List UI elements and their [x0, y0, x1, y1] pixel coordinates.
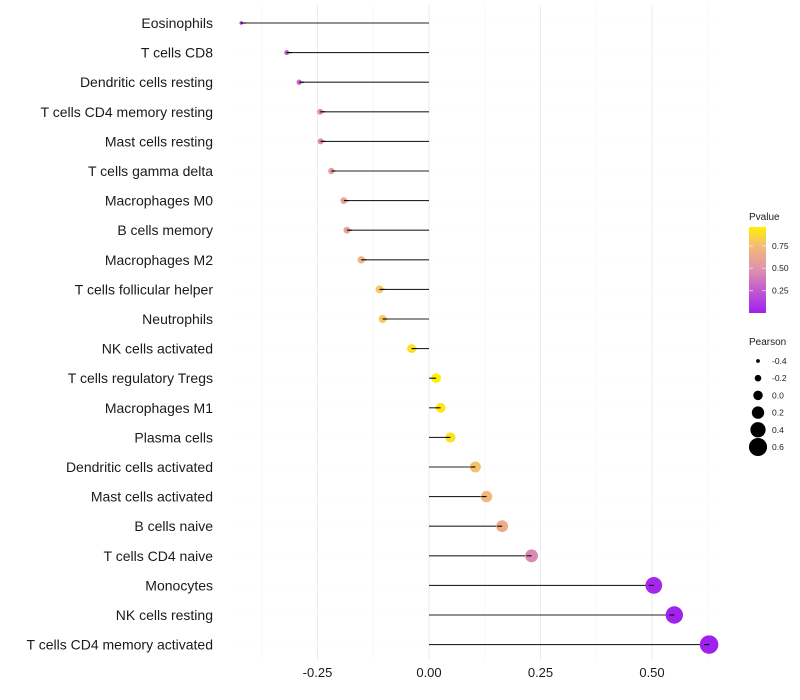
x-tick-label: -0.25 — [303, 665, 333, 680]
y-tick-label: T cells CD8 — [141, 45, 213, 61]
size-legend-key — [750, 422, 766, 438]
size-legend-key — [754, 374, 762, 382]
size-legend-label: 0.2 — [772, 408, 784, 418]
pearson-legend-title: Pearson — [749, 337, 786, 348]
y-axis-labels: Eosinophils T cells CD8 Dendritic cells re… — [27, 15, 214, 653]
size-legend-label: -0.2 — [772, 373, 787, 383]
colorbar-tick-label: 0.25 — [772, 286, 789, 296]
y-tick-label: Neutrophils — [142, 311, 213, 327]
y-tick-label: Dendritic cells resting — [80, 74, 213, 90]
data-marks — [239, 21, 719, 654]
y-tick-label: Macrophages M1 — [105, 400, 213, 416]
size-legend-key — [753, 390, 763, 401]
y-tick-label: B cells memory — [117, 222, 213, 238]
size-legend-key — [756, 359, 760, 363]
x-tick-label: 0.00 — [416, 665, 441, 680]
y-tick-label: T cells follicular helper — [75, 281, 214, 297]
y-tick-label: Mast cells resting — [105, 133, 213, 149]
y-tick-label: T cells CD4 memory activated — [27, 637, 213, 653]
size-legend-label: 0.6 — [772, 442, 784, 452]
y-tick-label: T cells CD4 naive — [104, 548, 214, 564]
y-tick-label: Plasma cells — [134, 429, 213, 445]
y-tick-label: B cells naive — [134, 518, 213, 534]
y-tick-label: Eosinophils — [141, 15, 213, 31]
y-tick-label: Dendritic cells activated — [66, 459, 213, 475]
grid-lines — [230, 5, 720, 660]
y-tick-label: Macrophages M0 — [105, 193, 213, 209]
size-legend-label: -0.4 — [772, 356, 787, 366]
y-tick-label: NK cells activated — [102, 341, 213, 357]
y-tick-label: NK cells resting — [116, 607, 213, 623]
y-tick-label: T cells CD4 memory resting — [41, 104, 213, 120]
lollipop-point — [378, 315, 387, 323]
colorbar-tick-label: 0.75 — [772, 241, 789, 251]
pvalue-legend-title: Pvalue — [749, 212, 780, 223]
x-axis-ticks: -0.25 0.00 0.25 0.50 — [303, 665, 665, 680]
x-tick-label: 0.50 — [639, 665, 664, 680]
lollipop-point — [645, 577, 663, 594]
size-legend-key — [748, 437, 768, 457]
y-tick-label: Mast cells activated — [91, 489, 213, 505]
size-legend-key — [751, 406, 765, 419]
colorbar-tick-label: 0.50 — [772, 263, 789, 273]
y-tick-label: Monocytes — [145, 577, 213, 593]
x-tick-label: 0.25 — [528, 665, 553, 680]
size-legend-label: 0.4 — [772, 425, 784, 435]
pvalue-legend: Pvalue 0.75 0.50 0.25 — [749, 212, 789, 313]
pvalue-colorbar — [749, 227, 766, 313]
y-tick-label: Macrophages M2 — [105, 252, 213, 268]
size-legend-label: 0.0 — [772, 390, 784, 400]
y-tick-label: T cells gamma delta — [88, 163, 213, 179]
y-tick-label: T cells regulatory Tregs — [68, 370, 213, 386]
pearson-legend: Pearson -0.4 -0.2 0.0 0.2 0.4 0.6 — [748, 337, 787, 457]
